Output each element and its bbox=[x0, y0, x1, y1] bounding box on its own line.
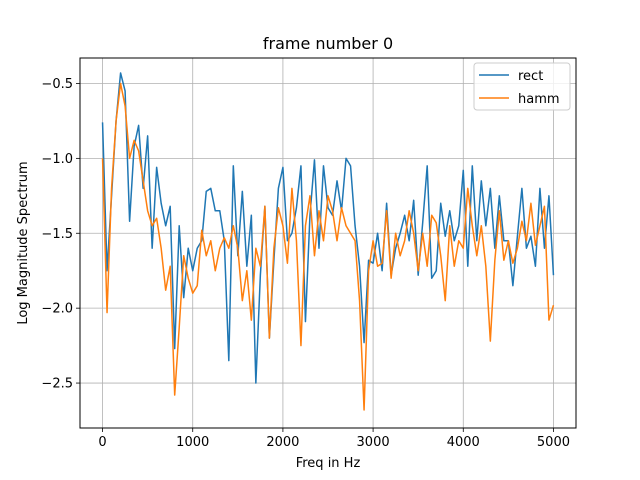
plot-frame bbox=[79, 57, 577, 429]
x-axis-label: Freq in Hz bbox=[296, 456, 361, 471]
y-tick-label: −2.0 bbox=[41, 302, 73, 317]
legend: rect hamm bbox=[473, 62, 571, 111]
chart-title: frame number 0 bbox=[263, 34, 393, 53]
legend-label-hamm: hamm bbox=[518, 92, 560, 107]
y-tick-label: −2.5 bbox=[41, 377, 73, 392]
x-tick-label: 5000 bbox=[537, 435, 570, 450]
x-tick-label: 2000 bbox=[266, 435, 299, 450]
y-axis-label: Log Magnitude Spectrum bbox=[16, 161, 31, 324]
y-tick-label: −1.0 bbox=[41, 152, 73, 167]
legend-label-rect: rect bbox=[518, 69, 543, 84]
series-lines bbox=[101, 72, 555, 411]
x-tick-label: 1000 bbox=[176, 435, 209, 450]
y-tick-label: −0.5 bbox=[41, 77, 73, 92]
y-tick-label: −1.5 bbox=[41, 227, 73, 242]
x-tick-label: 4000 bbox=[447, 435, 480, 450]
x-tick-label: 0 bbox=[98, 435, 106, 450]
series-line-hamm bbox=[101, 82, 555, 411]
series-line-rect bbox=[101, 72, 555, 384]
axis-ticks: 0 1000 2000 3000 4000 5000 −2.5 −2.0 −1.5 −1.0 −0.… bbox=[41, 77, 570, 450]
x-tick-label: 3000 bbox=[357, 435, 390, 450]
